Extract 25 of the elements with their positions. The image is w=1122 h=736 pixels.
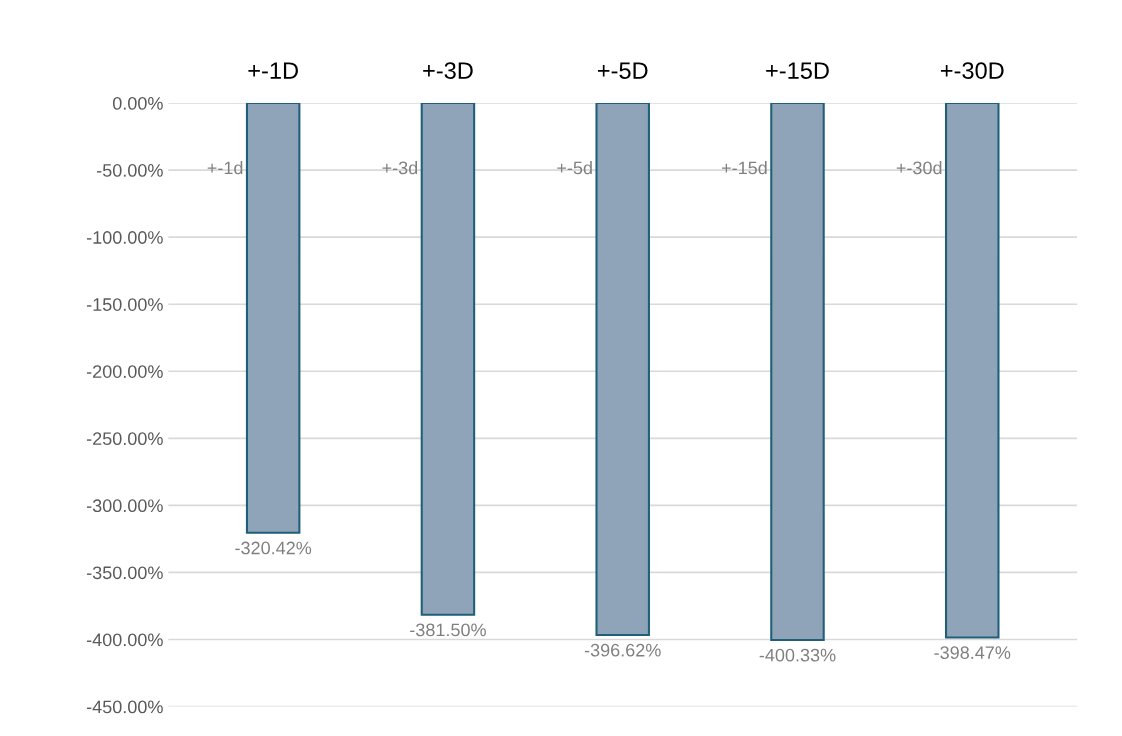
y-tick-label: -350.00% — [86, 566, 163, 580]
annotation: +-15d — [721, 161, 767, 175]
annotation: +-5d — [557, 161, 592, 175]
y-tick-label: 0.00% — [112, 96, 163, 110]
x-tick-label: +-15D — [766, 62, 829, 79]
y-tick-label: -150.00% — [86, 298, 163, 311]
data-label: -381.50% — [410, 623, 486, 637]
y-tick-label: -50.00% — [96, 164, 163, 177]
x-tick-label: +-30D — [940, 62, 1004, 79]
annotation: +-3d — [382, 161, 418, 175]
y-tick-label: -450.00% — [86, 700, 163, 714]
x-tick-label: +-5D — [597, 62, 648, 79]
annotation: +-30d — [896, 161, 942, 175]
y-tick-label: -400.00% — [86, 633, 163, 647]
data-label: -398.47% — [934, 646, 1011, 660]
x-tick-label: +-3D — [423, 62, 473, 79]
y-tick-label: -100.00% — [86, 231, 163, 244]
y-tick-label: -300.00% — [86, 499, 163, 513]
data-label: -320.42% — [235, 541, 312, 555]
data-label: -396.62% — [584, 643, 661, 657]
y-tick-label: -250.00% — [86, 432, 163, 446]
annotation: +-1d — [207, 161, 243, 175]
data-label: -400.33% — [759, 648, 836, 662]
y-tick-label: -200.00% — [86, 365, 163, 378]
x-tick-label: +-1D — [248, 62, 298, 79]
